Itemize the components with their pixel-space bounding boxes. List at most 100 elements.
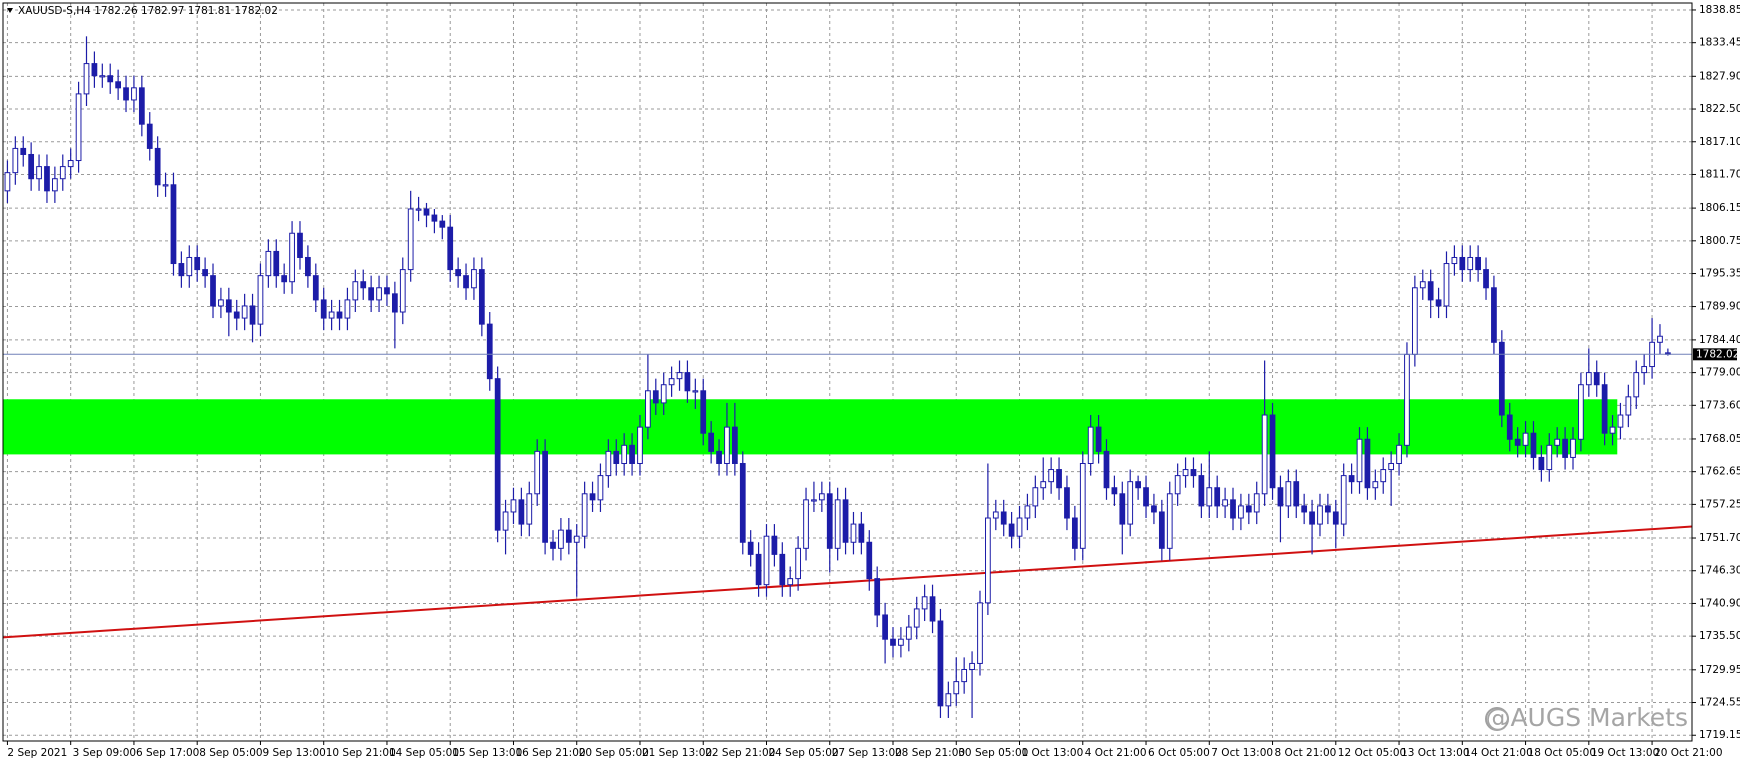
y-tick-label: 1746.30	[1699, 565, 1740, 577]
candle-body	[368, 287, 375, 301]
candle-body	[1024, 505, 1031, 519]
candle-body	[486, 323, 493, 380]
candle-body	[1388, 462, 1395, 471]
candle-body	[162, 184, 169, 187]
candle-body	[937, 620, 944, 707]
candle-body	[1079, 462, 1086, 549]
candle-body	[360, 281, 367, 289]
candle-body	[542, 450, 548, 543]
candle-body	[771, 535, 778, 555]
candle-body	[20, 147, 27, 155]
x-tick-label: 3 Sep 09:00	[73, 747, 136, 759]
candle-body	[945, 693, 952, 707]
candle-body	[700, 390, 707, 434]
candle-body	[510, 499, 517, 513]
x-tick-label: 27 Sep 13:00	[832, 747, 902, 759]
candle-body	[123, 87, 129, 101]
candle-body	[1356, 438, 1363, 483]
candle-body	[1538, 456, 1545, 471]
candle-body	[1182, 469, 1189, 477]
candle-body	[977, 602, 983, 664]
x-tick-label: 30 Sep 05:00	[958, 747, 1028, 759]
candle-body	[1570, 438, 1576, 458]
candle-body	[684, 372, 691, 392]
candle-body	[921, 596, 928, 610]
candle-body	[305, 256, 311, 277]
candle-body	[67, 160, 74, 168]
candle-body	[1040, 481, 1047, 489]
bid-label-box	[1693, 348, 1737, 361]
candle-body	[1546, 444, 1553, 471]
candle-body	[573, 535, 580, 543]
candle-body	[1348, 475, 1355, 483]
candle-body	[1411, 287, 1418, 355]
candle-body	[202, 269, 208, 277]
candle-body	[1000, 511, 1007, 525]
candle-body	[376, 287, 382, 301]
support-zone	[3, 399, 1618, 455]
candle-body	[99, 75, 106, 78]
x-tick-label: 7 Oct 13:00	[1211, 747, 1273, 759]
candle-body	[739, 462, 746, 543]
candle-body	[1443, 263, 1450, 307]
candle-body	[4, 172, 11, 192]
candle-body	[1198, 475, 1205, 507]
candle-body	[1491, 287, 1497, 343]
candle-body	[1578, 384, 1584, 440]
candle-body	[818, 493, 825, 501]
y-tick-label: 1817.10	[1699, 136, 1740, 148]
x-tick-label: 14 Sep 05:00	[389, 747, 459, 759]
y-tick-label: 1751.70	[1699, 532, 1740, 544]
candle-body	[708, 432, 715, 452]
candle-body	[91, 63, 98, 77]
candle-body	[281, 275, 288, 283]
candle-body	[59, 166, 66, 180]
candle-body	[1372, 481, 1379, 489]
candle-body	[1008, 523, 1015, 537]
candle-body	[1269, 414, 1276, 489]
candle-body	[692, 390, 699, 393]
candle-body	[985, 517, 991, 604]
candle-body	[597, 475, 604, 501]
candle-body	[755, 553, 762, 586]
bid-label: 1782.02	[1696, 348, 1739, 360]
candle-body	[1230, 499, 1236, 519]
candle-body	[146, 123, 153, 149]
y-tick-label: 1762.65	[1699, 466, 1740, 478]
candle-body	[660, 384, 667, 404]
candle-body	[1238, 505, 1244, 519]
candle-body	[289, 232, 295, 283]
candle-body	[1285, 481, 1292, 507]
candle-body	[795, 547, 801, 580]
x-tick-label: 21 Sep 13:00	[642, 747, 712, 759]
y-tick-label: 1811.70	[1699, 168, 1740, 180]
candle-body	[1404, 353, 1410, 446]
candle-body	[1071, 517, 1078, 549]
candle-body	[384, 287, 390, 295]
x-tick-label: 6 Sep 17:00	[136, 747, 199, 759]
y-tick-label: 1740.90	[1699, 597, 1740, 609]
candle-body	[550, 541, 556, 549]
candle-body	[1451, 256, 1458, 265]
candle-body	[1585, 372, 1592, 386]
y-tick-label: 1724.55	[1699, 697, 1740, 709]
candle-body	[1064, 487, 1070, 519]
candle-body	[992, 511, 999, 519]
candle-body	[471, 269, 477, 289]
candle-body	[225, 299, 232, 313]
candle-body	[1435, 299, 1442, 307]
candle-body	[747, 541, 754, 555]
candle-body	[1103, 450, 1110, 489]
candle-body	[518, 499, 525, 525]
candle-body	[1467, 256, 1474, 271]
candle-body	[1087, 426, 1094, 464]
y-tick-label: 1800.75	[1699, 235, 1740, 247]
candle-body	[1506, 414, 1513, 440]
candle-body	[51, 178, 58, 192]
candle-body	[439, 220, 446, 228]
candle-body	[170, 184, 177, 265]
y-tick-label: 1827.90	[1699, 70, 1740, 82]
candle-body	[312, 275, 319, 301]
candle-body	[1016, 517, 1023, 537]
